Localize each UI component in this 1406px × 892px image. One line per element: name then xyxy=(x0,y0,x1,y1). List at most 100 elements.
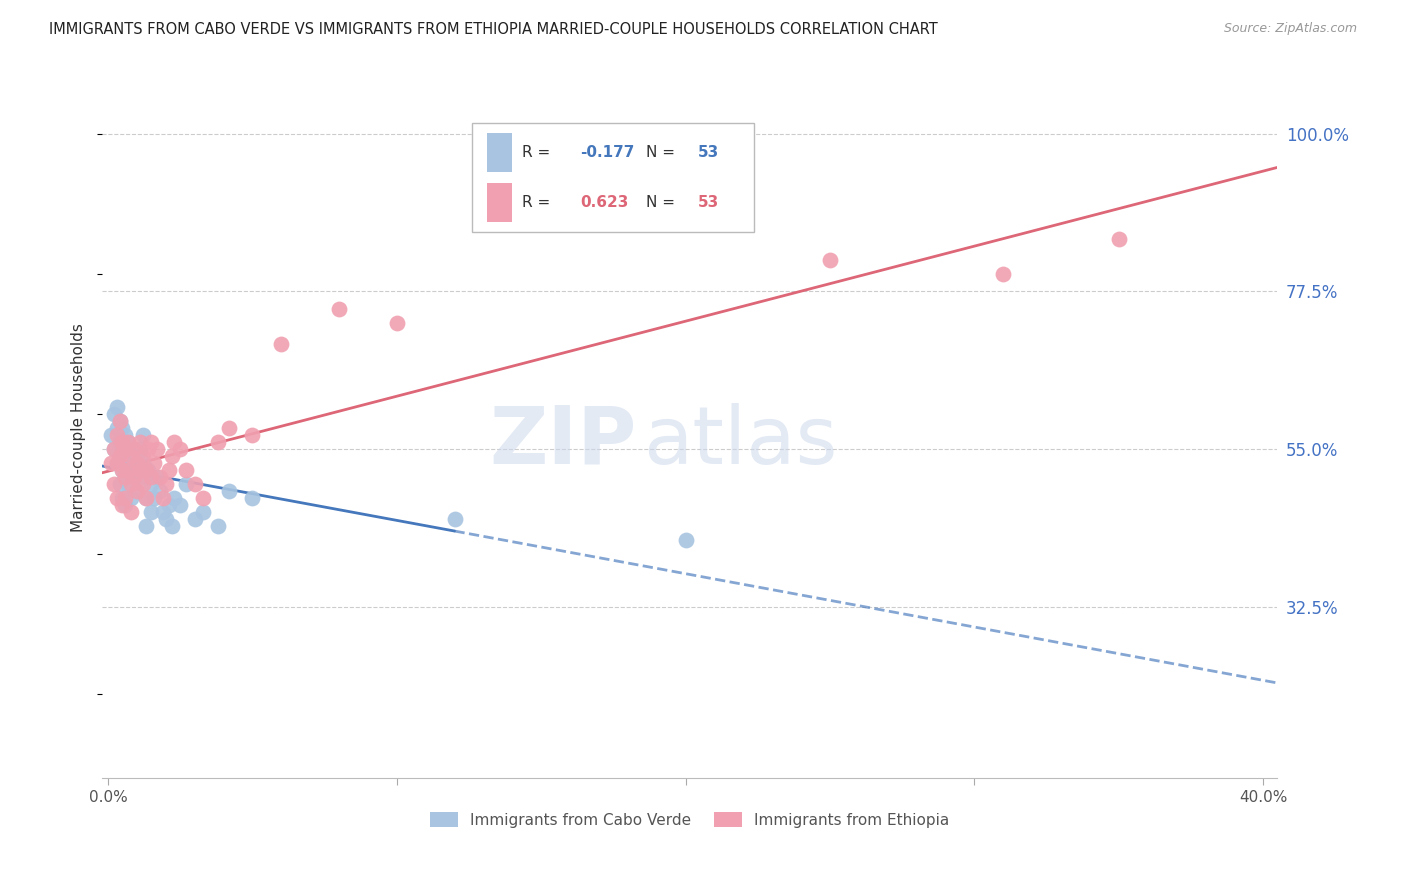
FancyBboxPatch shape xyxy=(472,123,755,232)
Point xyxy=(141,476,163,491)
Point xyxy=(163,434,186,449)
Point xyxy=(240,427,263,442)
Point xyxy=(149,483,172,498)
Point xyxy=(103,442,125,456)
Point xyxy=(135,463,157,477)
Point xyxy=(152,491,174,505)
Point xyxy=(135,491,157,505)
Point xyxy=(108,476,131,491)
Point xyxy=(103,442,125,456)
Point xyxy=(218,483,240,498)
Point xyxy=(385,316,408,330)
Point xyxy=(174,463,197,477)
Point xyxy=(138,463,160,477)
Point xyxy=(122,442,145,456)
Point xyxy=(183,476,205,491)
Point xyxy=(114,427,136,442)
Legend: Immigrants from Cabo Verde, Immigrants from Ethiopia: Immigrants from Cabo Verde, Immigrants f… xyxy=(425,805,955,834)
Point xyxy=(193,505,215,519)
Point xyxy=(114,470,136,484)
Point xyxy=(105,491,128,505)
Point xyxy=(122,449,145,463)
Point xyxy=(125,483,148,498)
Point xyxy=(122,470,145,484)
Point xyxy=(111,463,134,477)
Text: R =: R = xyxy=(522,194,555,210)
Point xyxy=(111,442,134,456)
Point xyxy=(111,498,134,512)
Point xyxy=(103,476,125,491)
Point xyxy=(131,427,153,442)
Text: atlas: atlas xyxy=(643,403,837,481)
Point xyxy=(143,491,166,505)
Point xyxy=(155,476,177,491)
Point xyxy=(169,498,191,512)
Point xyxy=(128,434,150,449)
Point xyxy=(183,512,205,526)
Point xyxy=(111,463,134,477)
Point xyxy=(157,498,180,512)
Point xyxy=(114,470,136,484)
Bar xyxy=(486,183,512,221)
Point xyxy=(108,434,131,449)
Point xyxy=(131,476,153,491)
Text: -0.177: -0.177 xyxy=(581,145,636,160)
Point xyxy=(120,442,142,456)
Point xyxy=(120,463,142,477)
Point xyxy=(122,470,145,484)
Point xyxy=(193,491,215,505)
Text: 53: 53 xyxy=(697,194,720,210)
Point xyxy=(141,434,163,449)
Text: R =: R = xyxy=(522,145,555,160)
Point xyxy=(117,434,139,449)
Point xyxy=(131,456,153,470)
Point xyxy=(108,449,131,463)
Point xyxy=(128,442,150,456)
Point xyxy=(328,301,350,316)
Point xyxy=(114,442,136,456)
Bar xyxy=(486,133,512,171)
Point xyxy=(108,414,131,428)
Point xyxy=(125,456,148,470)
Point xyxy=(163,491,186,505)
Text: IMMIGRANTS FROM CABO VERDE VS IMMIGRANTS FROM ETHIOPIA MARRIED-COUPLE HOUSEHOLDS: IMMIGRANTS FROM CABO VERDE VS IMMIGRANTS… xyxy=(49,22,938,37)
Point xyxy=(114,449,136,463)
Point xyxy=(157,463,180,477)
Point xyxy=(108,414,131,428)
Point xyxy=(169,442,191,456)
Point xyxy=(207,519,229,533)
Point xyxy=(128,463,150,477)
Point xyxy=(818,252,841,267)
Point xyxy=(240,491,263,505)
Point xyxy=(117,463,139,477)
Point xyxy=(138,442,160,456)
Point xyxy=(114,491,136,505)
Point xyxy=(120,505,142,519)
Text: 53: 53 xyxy=(697,145,720,160)
Text: N =: N = xyxy=(647,194,681,210)
Point xyxy=(218,421,240,435)
Point xyxy=(443,512,465,526)
Point xyxy=(117,456,139,470)
Point xyxy=(117,476,139,491)
Point xyxy=(120,491,142,505)
Y-axis label: Married-couple Households: Married-couple Households xyxy=(72,324,86,533)
Point xyxy=(991,267,1014,281)
Point xyxy=(135,491,157,505)
Text: Source: ZipAtlas.com: Source: ZipAtlas.com xyxy=(1223,22,1357,36)
Point xyxy=(141,470,163,484)
Point xyxy=(146,442,169,456)
Point xyxy=(135,519,157,533)
Point xyxy=(111,491,134,505)
Point xyxy=(111,421,134,435)
Point xyxy=(114,498,136,512)
Point xyxy=(131,449,153,463)
Point xyxy=(174,476,197,491)
Point xyxy=(100,456,122,470)
Point xyxy=(1108,232,1130,246)
Point xyxy=(152,505,174,519)
Point xyxy=(155,512,177,526)
Point xyxy=(160,449,183,463)
Point xyxy=(117,434,139,449)
Point xyxy=(675,533,697,547)
